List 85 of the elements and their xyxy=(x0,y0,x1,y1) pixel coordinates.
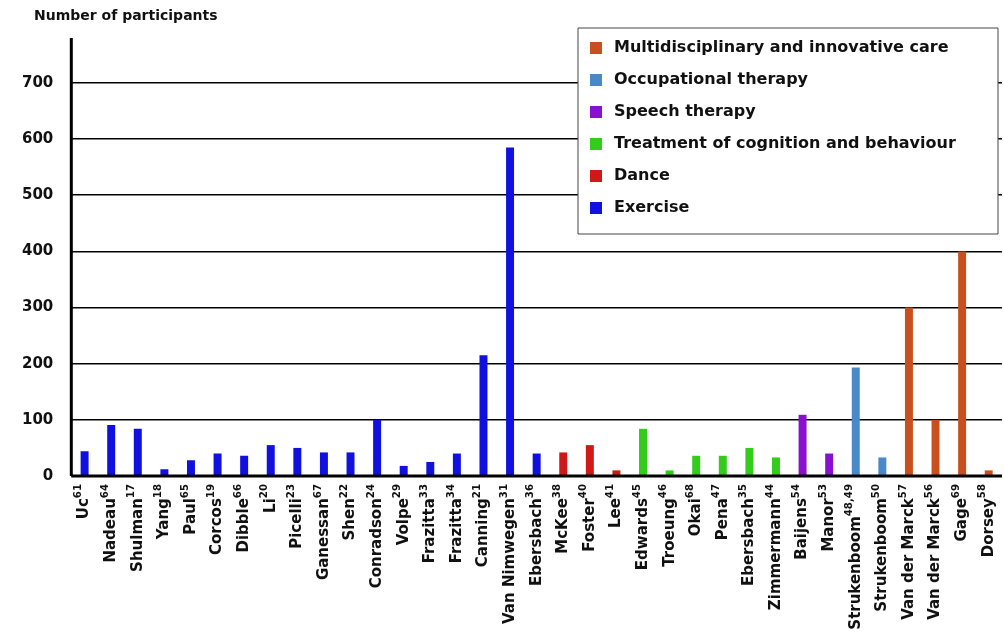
x-tick-label: Manor53 xyxy=(816,483,838,552)
x-tick-label: Strukenboom50 xyxy=(869,483,891,612)
x-tick-label: Yang18 xyxy=(152,483,173,541)
bar xyxy=(745,447,754,476)
y-tick-label: 600 xyxy=(22,128,54,147)
bar xyxy=(559,452,568,476)
bar xyxy=(479,355,488,476)
x-tick-label: Shen22 xyxy=(338,483,359,541)
bar xyxy=(798,414,807,476)
x-tick-label: Canning21 xyxy=(471,483,492,568)
x-tick-label: Shulman17 xyxy=(125,483,146,572)
legend-label: Multidisciplinary and innovative care xyxy=(614,37,949,57)
y-tick-label: 100 xyxy=(22,409,54,428)
bar xyxy=(426,461,435,476)
legend-label: Occupational therapy xyxy=(614,69,809,89)
x-tick-label: Uc61 xyxy=(72,483,93,520)
x-tick-label: Ebersbach35 xyxy=(737,483,758,587)
x-tick-label: Dorsey58 xyxy=(976,483,997,558)
bar xyxy=(399,465,408,476)
legend-label: Dance xyxy=(614,165,670,185)
x-tick-label: Paul65 xyxy=(178,483,199,535)
x-tick-label: Ganessan67 xyxy=(311,483,332,581)
x-tick-label: Van Nimwegen31 xyxy=(497,483,518,624)
bar xyxy=(373,419,382,476)
legend-label: Speech therapy xyxy=(614,101,757,121)
bar xyxy=(878,457,887,476)
x-tick-label: McKee38 xyxy=(550,483,572,554)
y-tick-label: 200 xyxy=(22,353,54,372)
bar xyxy=(293,447,302,476)
y-axis-title: Number of participants xyxy=(34,7,218,23)
bar xyxy=(133,428,142,476)
bar xyxy=(612,470,621,476)
x-tick-label: Strukenboom48,49 xyxy=(843,483,864,630)
x-tick-label: Okai68 xyxy=(683,483,705,537)
bar xyxy=(80,451,89,476)
bar xyxy=(107,424,116,476)
x-tick-label: Van der Marck56 xyxy=(923,483,944,620)
x-tick-label: Corcos19 xyxy=(205,483,226,556)
y-tick-label: 500 xyxy=(22,185,54,204)
bar xyxy=(851,367,860,476)
bar xyxy=(692,455,701,476)
x-tick-label: Foster40 xyxy=(577,483,598,552)
bar xyxy=(240,455,249,476)
x-tick-label: Li20 xyxy=(258,483,279,513)
x-tick-label: Frazitta34 xyxy=(444,483,465,564)
bar xyxy=(665,470,674,476)
x-tick-label: Lee41 xyxy=(604,483,625,529)
y-tick-label: 0 xyxy=(42,465,54,484)
bar xyxy=(160,469,169,476)
x-tick-label: Nadeau64 xyxy=(98,483,120,563)
bar xyxy=(904,307,913,476)
bar xyxy=(213,453,222,476)
y-tick-label: 300 xyxy=(22,297,54,316)
bar xyxy=(506,147,515,476)
legend-label: Treatment of cognition and behaviour xyxy=(614,133,956,153)
bar xyxy=(931,419,940,476)
y-tick-label: 700 xyxy=(22,72,54,91)
y-tick-label: 400 xyxy=(22,241,54,260)
x-tick-label: Conradson24 xyxy=(364,483,385,589)
x-tick-label: Volpe29 xyxy=(391,483,412,546)
x-tick-label: Edwards45 xyxy=(630,483,651,571)
bar xyxy=(958,251,967,476)
x-tick-label: Troeung46 xyxy=(657,483,678,567)
bar xyxy=(585,445,594,476)
x-tick-label: Dibble66 xyxy=(231,483,253,553)
bar xyxy=(186,460,195,476)
x-tick-label: Ebersbach36 xyxy=(524,483,545,587)
x-tick-label: Baijens54 xyxy=(790,483,811,560)
bar xyxy=(346,452,355,476)
x-tick-label: Van der Marck57 xyxy=(896,483,917,620)
x-tick-label: Zimmermann44 xyxy=(763,483,784,611)
bar xyxy=(639,428,648,476)
bar xyxy=(825,453,834,476)
bar xyxy=(266,445,275,476)
bar xyxy=(984,470,993,476)
x-tick-label: Picelli23 xyxy=(284,483,306,549)
bar xyxy=(319,452,328,476)
x-tick-label: Frazitta33 xyxy=(417,483,439,564)
bar xyxy=(718,455,727,476)
bar xyxy=(771,457,780,476)
bar xyxy=(452,453,461,476)
x-tick-label: Gage69 xyxy=(949,483,970,542)
legend-label: Exercise xyxy=(614,197,690,217)
bar xyxy=(532,453,541,476)
x-tick-label: Pena47 xyxy=(710,483,731,541)
